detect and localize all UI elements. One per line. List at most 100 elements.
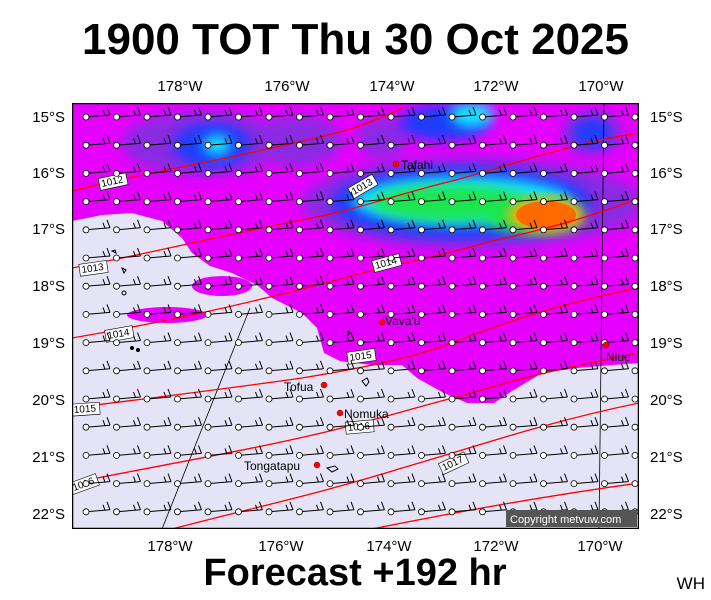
lat-label-right-17s: 17°S — [650, 221, 683, 238]
wind-barb-icon — [265, 276, 294, 290]
wind-barb-icon — [143, 106, 172, 121]
wind-barb-icon — [601, 304, 629, 318]
wind-barb-icon — [113, 135, 141, 149]
wind-barb-icon — [601, 191, 629, 205]
wind-barb-icon — [387, 388, 416, 403]
wind-barb-icon — [357, 106, 385, 121]
wind-barb-icon — [357, 247, 385, 262]
wind-barb-icon — [357, 219, 385, 234]
wind-barb-icon — [265, 417, 294, 431]
wind-barb-icon — [448, 388, 477, 403]
wind-barb-icon — [326, 445, 355, 459]
region-code: WH — [676, 574, 705, 593]
wind-barb-icon — [235, 473, 263, 488]
wind-barb-icon — [540, 219, 568, 234]
wind-barb-icon — [235, 445, 263, 459]
wind-barb-icon — [387, 332, 416, 347]
wind-barb-icon — [479, 191, 507, 205]
wind-barb-icon — [479, 473, 507, 488]
lat-label-right-19s: 19°S — [650, 335, 683, 352]
wind-barb-icon — [174, 501, 202, 516]
wind-barb-icon — [143, 219, 172, 234]
wind-barb-icon — [143, 473, 172, 488]
wind-barb-icon — [296, 191, 324, 205]
wind-barb-icon — [357, 360, 385, 375]
town-marker-icon — [378, 318, 386, 326]
wind-barb-icon — [418, 445, 446, 459]
wind-barb-icon — [82, 106, 111, 121]
town-label-tafahi: Tafahi — [401, 158, 433, 172]
wind-barb-icon — [448, 135, 477, 149]
wind-barb-icon — [204, 501, 233, 516]
wind-barb-icon — [204, 219, 233, 234]
wind-barb-icon — [387, 191, 416, 205]
wind-barb-icon — [113, 304, 141, 318]
wind-barb-icon — [326, 247, 355, 262]
wind-barb-icon — [570, 276, 599, 290]
wind-barb-icon — [479, 276, 507, 290]
wind-barb-icon — [479, 135, 507, 149]
wind-barb-icon — [387, 247, 416, 262]
wind-barb-icon — [540, 445, 568, 459]
wind-barb-icon — [265, 473, 294, 488]
wind-barb-icon — [509, 445, 538, 459]
wind-barb-icon — [387, 304, 416, 318]
wind-barb-icon — [601, 445, 629, 459]
wind-barb-icon — [479, 501, 507, 516]
wind-barb-icon — [540, 276, 568, 290]
wind-barb-icon — [570, 445, 599, 459]
wind-barb-icon — [82, 304, 111, 318]
wind-barb-icon — [448, 304, 477, 318]
wind-barb-icon — [448, 219, 477, 234]
wind-barb-icon — [113, 219, 141, 234]
wind-barb-icon — [570, 191, 599, 205]
wind-barb-icon — [601, 276, 629, 290]
wind-barb-icon — [174, 163, 202, 177]
wind-barb-icon — [296, 106, 324, 121]
wind-barb-icon — [509, 332, 538, 347]
wind-barb-icon — [82, 473, 111, 488]
forecast-map: 1012 1013 1013 1014 1014 1015 1015 1016 … — [72, 103, 639, 529]
wind-barb-icon — [296, 163, 324, 177]
wind-barb-icon — [357, 332, 385, 347]
wind-barb-icon — [143, 388, 172, 403]
wind-barb-icon — [540, 388, 568, 403]
wind-barb-icon — [265, 388, 294, 403]
wind-barb-icon — [479, 417, 507, 431]
wind-barb-icon — [479, 304, 507, 318]
wind-barb-icon — [448, 473, 477, 488]
wind-barb-icon — [143, 332, 172, 347]
wind-barb-field — [82, 106, 639, 516]
wind-barb-icon — [296, 445, 324, 459]
wind-barb-icon — [570, 417, 599, 431]
wind-barb-icon — [204, 417, 233, 431]
wind-barb-icon — [296, 247, 324, 262]
wind-barb-icon — [479, 106, 507, 121]
wind-barb-icon — [479, 332, 507, 347]
lon-label-bottom-178w: 178°W — [147, 538, 193, 555]
wind-barb-icon — [113, 360, 141, 375]
wind-barb-icon — [113, 445, 141, 459]
wind-barb-icon — [570, 473, 599, 488]
wind-barb-icon — [235, 191, 263, 205]
wind-barb-icon — [540, 304, 568, 318]
lon-label-top-172w: 172°W — [473, 78, 519, 95]
wind-barb-icon — [479, 163, 507, 177]
town-labels: Tafahi Vava'u Niue Tofua Nomuka Tongatap… — [244, 158, 631, 473]
town-marker-icon — [313, 461, 321, 469]
wind-barb-icon — [448, 360, 477, 375]
wind-barb-icon — [418, 106, 446, 121]
wind-barb-icon — [265, 360, 294, 375]
wind-barb-icon — [601, 473, 629, 488]
wind-barb-icon — [509, 360, 538, 375]
wind-barb-icon — [326, 417, 355, 431]
lat-label-left-15s: 15°S — [32, 109, 65, 126]
isobar-label: 1015 — [349, 350, 373, 364]
wind-barb-icon — [143, 417, 172, 431]
wind-barb-icon — [570, 388, 599, 403]
wind-barb-icon — [479, 247, 507, 262]
wind-barb-icon — [265, 219, 294, 234]
wind-barb-icon — [326, 191, 355, 205]
wind-barb-icon — [296, 473, 324, 488]
wind-barb-icon — [174, 304, 202, 318]
